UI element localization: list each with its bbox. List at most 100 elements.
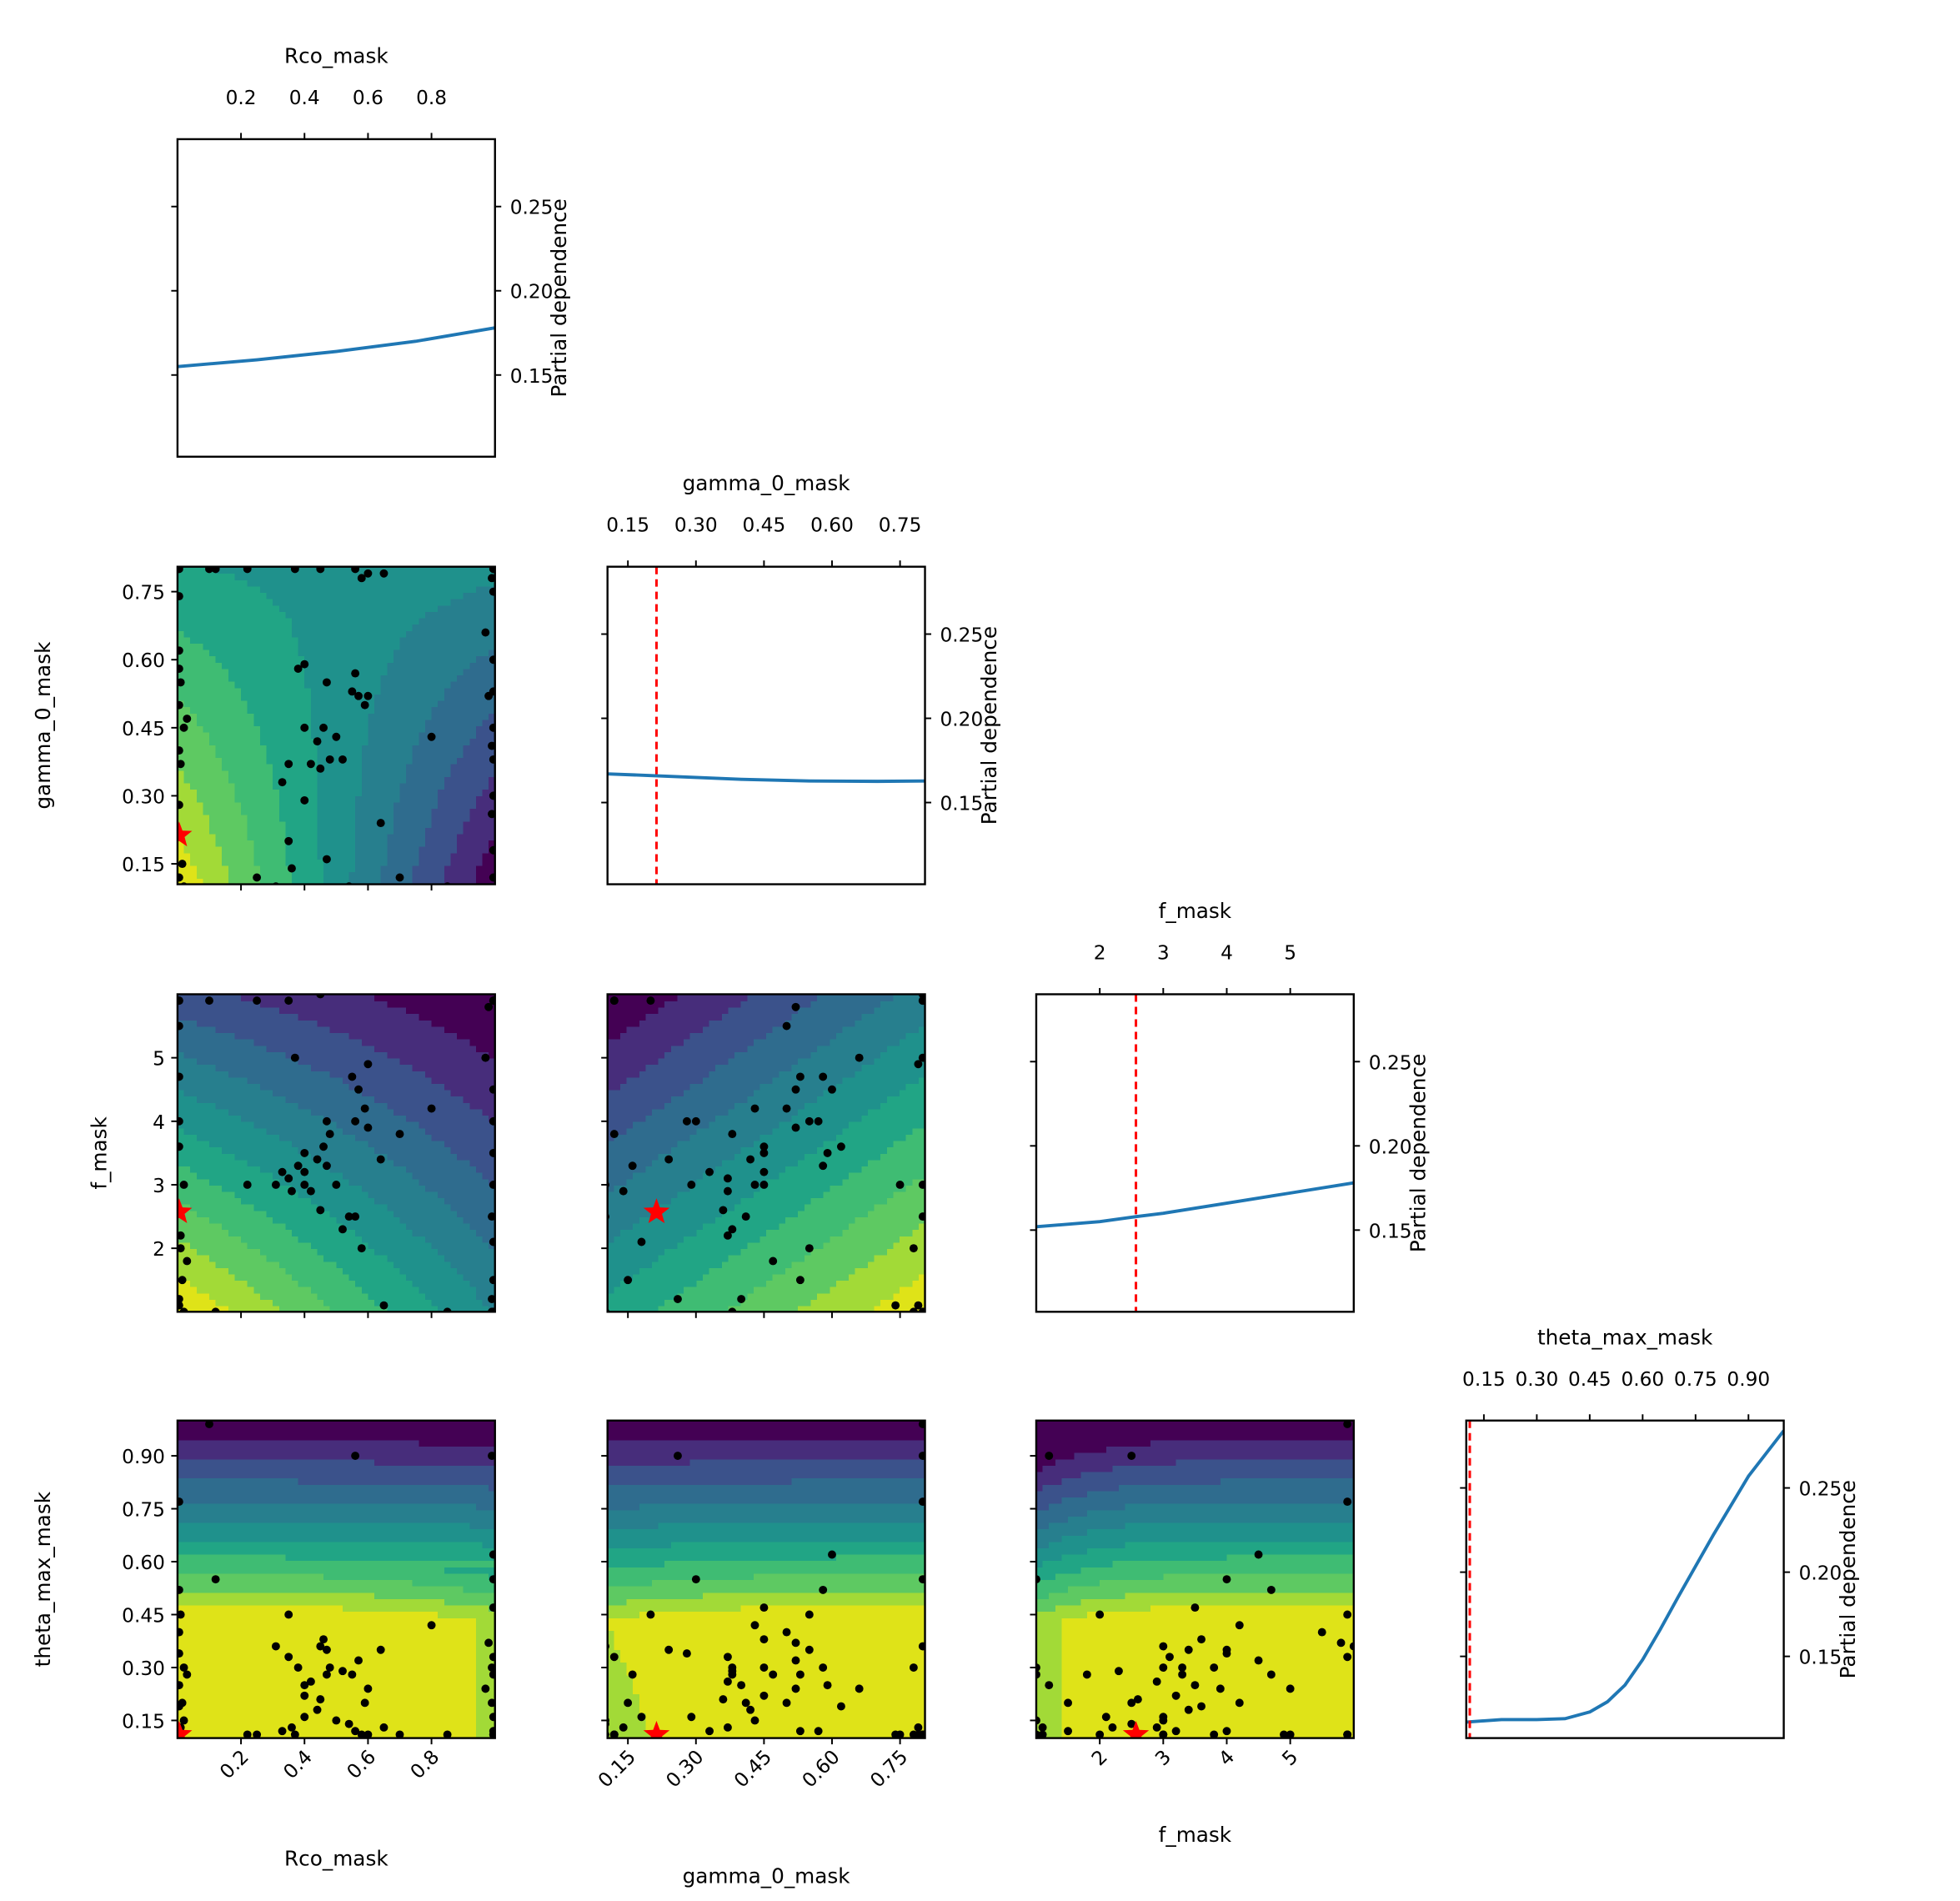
- contour-cell: [317, 1019, 324, 1027]
- contour-cell: [234, 795, 242, 803]
- contour-cell: [278, 744, 287, 752]
- contour-cell: [457, 782, 464, 790]
- contour-cell: [298, 1115, 306, 1122]
- contour-cell: [190, 782, 198, 790]
- contour-cell: [317, 744, 324, 752]
- contour-cell: [292, 1241, 299, 1250]
- contour-cell: [329, 1222, 338, 1231]
- contour-cell: [380, 706, 388, 714]
- contour-cell: [266, 624, 274, 631]
- contour-cell: [355, 808, 363, 815]
- contour-cell: [368, 1248, 375, 1256]
- contour-cell: [361, 820, 369, 828]
- contour-cell: [399, 795, 408, 803]
- contour-cell: [475, 725, 484, 733]
- contour-cell: [215, 1203, 223, 1211]
- contour-cell: [247, 1184, 255, 1192]
- contour-cell: [444, 1134, 452, 1141]
- contour-cell: [310, 1101, 318, 1110]
- contour-cell: [450, 1051, 458, 1059]
- contour-cell: [298, 820, 306, 828]
- contour-cell: [298, 1273, 306, 1282]
- contour-cell: [489, 865, 495, 873]
- contour-cell: [208, 1026, 217, 1034]
- contour-cell: [336, 624, 343, 631]
- contour-cell: [215, 1184, 223, 1192]
- contour-cell: [317, 1286, 324, 1294]
- contour-cell: [419, 1241, 426, 1250]
- contour-cell: [399, 1280, 408, 1287]
- contour-cell: [348, 1184, 357, 1192]
- sample-point: [489, 791, 495, 800]
- contour-cell: [304, 877, 312, 885]
- contour-cell: [278, 1178, 287, 1186]
- contour-cell: [215, 770, 223, 777]
- contour-cell: [399, 700, 408, 708]
- contour-cell: [348, 1178, 357, 1186]
- contour-cell: [196, 1159, 204, 1167]
- contour-cell: [399, 706, 408, 714]
- contour-cell: [208, 1038, 217, 1046]
- contour-cell: [368, 763, 375, 771]
- contour-cell: [457, 789, 464, 796]
- contour-cell: [361, 1248, 369, 1256]
- contour-cell: [457, 725, 464, 733]
- contour-cell: [292, 1178, 299, 1186]
- contour-cell: [228, 1038, 236, 1046]
- contour-cell: [253, 1241, 261, 1250]
- contour-cell: [285, 826, 293, 835]
- contour-cell: [431, 706, 439, 714]
- contour-cell: [412, 668, 420, 676]
- contour-cell: [361, 1083, 369, 1091]
- contour-cell: [292, 1191, 299, 1199]
- contour-cell: [266, 1229, 274, 1236]
- contour-cell: [208, 1286, 217, 1294]
- contour-cell: [361, 712, 369, 720]
- contour-cell: [234, 725, 242, 733]
- contour-cell: [463, 1032, 471, 1040]
- contour-cell: [190, 675, 198, 682]
- contour-cell: [259, 700, 268, 708]
- contour-cell: [253, 1210, 261, 1217]
- panel-frame: [176, 565, 496, 885]
- contour-cell: [329, 763, 338, 771]
- contour-cell: [419, 859, 426, 866]
- contour-cell: [310, 731, 318, 740]
- contour-cell: [336, 1019, 343, 1027]
- contour-cell: [424, 1305, 433, 1312]
- contour-cell: [317, 700, 324, 708]
- contour-cell: [463, 649, 471, 657]
- contour-cell: [278, 1089, 287, 1097]
- contour-cell: [292, 1038, 299, 1046]
- contour-cell: [177, 655, 185, 663]
- contour-cell: [419, 1273, 426, 1282]
- contour-cell: [342, 1127, 350, 1135]
- contour-cell: [444, 763, 452, 771]
- contour-cell: [399, 573, 408, 580]
- contour-cell: [196, 820, 204, 828]
- contour-cell: [431, 1089, 439, 1097]
- contour-cell: [228, 1203, 236, 1211]
- contour-cell: [215, 1159, 223, 1167]
- contour-cell: [323, 629, 331, 638]
- contour-cell: [259, 1222, 268, 1231]
- contour-cell: [203, 694, 210, 701]
- contour-cell: [450, 579, 458, 587]
- contour-cell: [368, 994, 375, 1001]
- contour-cell: [374, 814, 382, 822]
- contour-cell: [348, 833, 357, 841]
- contour-cell: [444, 1076, 452, 1085]
- contour-cell: [215, 1070, 223, 1078]
- contour-cell: [234, 776, 242, 784]
- contour-cell: [406, 1051, 414, 1059]
- contour-cell: [304, 776, 312, 784]
- contour-cell: [310, 1032, 318, 1040]
- contour-cell: [253, 738, 261, 745]
- contour-cell: [424, 1045, 433, 1052]
- contour-cell: [412, 1184, 420, 1192]
- contour-cell: [266, 1083, 274, 1091]
- contour-cell: [438, 675, 445, 682]
- contour-cell: [368, 840, 375, 847]
- contour-cell: [241, 675, 248, 682]
- contour-cell: [406, 624, 414, 631]
